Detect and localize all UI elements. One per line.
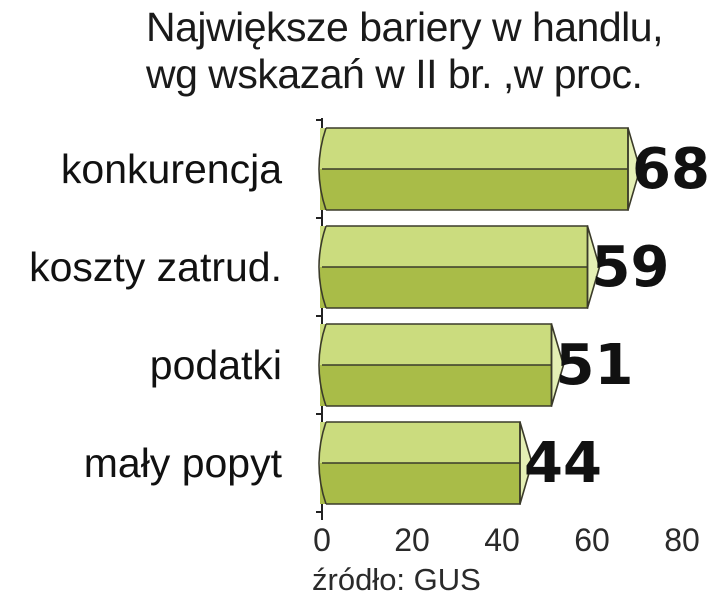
bar-bottom-face [320,267,588,308]
x-tick-label: 20 [394,522,430,558]
x-tick-label: 60 [574,522,610,558]
bar-left-cap [318,323,327,407]
chart-title-line-1: Największe bariery w handlu, [146,4,663,50]
x-tick-label: 40 [484,522,520,558]
value-label: 44 [524,431,602,496]
chart-title-line-2: wg wskazań w II br. ,w proc. [146,51,643,97]
bar-bottom-face [320,365,552,406]
source-note: źródło: GUS [312,562,481,597]
chart-title: Największe bariery w handlu, wg wskazań … [146,4,716,98]
category-label: konkurencja [61,146,282,192]
value-label: 59 [592,235,670,300]
category-label: podatki [150,342,282,388]
bar-top-face [320,422,520,463]
value-label: 51 [556,333,634,398]
bar-bottom-face [320,463,520,504]
bar-left-cap [318,127,327,211]
bar-bottom-face [320,169,628,210]
bar-left-cap [318,421,327,505]
value-label: 68 [632,137,710,202]
x-tick-label: 80 [664,522,700,558]
x-tick-label: 0 [313,522,331,558]
bar-left-cap [318,225,327,309]
bar-top-face [320,128,628,169]
bar-top-face [320,324,552,365]
category-label: mały popyt [84,440,283,486]
category-label: koszty zatrud. [29,244,282,290]
bar-top-face [320,226,588,267]
